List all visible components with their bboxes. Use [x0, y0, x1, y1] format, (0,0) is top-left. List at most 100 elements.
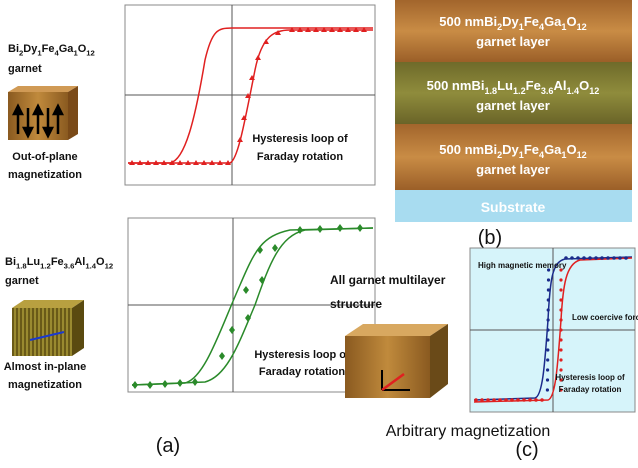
marker: [498, 398, 502, 402]
formula: Bi1.8Lu1.2Fe3.6Al1.4O12: [5, 256, 113, 270]
marker: [547, 278, 550, 281]
subscript: 12: [577, 22, 587, 32]
annotation: High magnetic memory: [478, 261, 567, 270]
marker: [576, 256, 580, 260]
marker: [559, 328, 562, 331]
caption: Arbitrary magnetization: [386, 423, 551, 440]
element: Fe: [51, 256, 64, 268]
thickness: 500 nm: [427, 78, 472, 93]
subscript: 1.8: [484, 86, 497, 96]
marker: [564, 256, 568, 260]
marker: [559, 358, 562, 361]
material: garnet: [8, 63, 42, 75]
marker: [600, 256, 604, 260]
element: O: [579, 78, 589, 93]
marker: [546, 378, 549, 381]
marker: [547, 288, 550, 291]
loop-label: Faraday rotation: [257, 151, 343, 163]
structure-label: All garnet multilayer: [330, 273, 446, 287]
orientation: magnetization: [8, 379, 82, 391]
marker: [474, 398, 478, 402]
marker: [504, 398, 508, 402]
material: garnet: [5, 275, 39, 287]
subscript: 12: [105, 261, 114, 270]
marker: [547, 298, 550, 301]
element: Fe: [526, 78, 541, 93]
marker: [546, 388, 549, 391]
panel-label: (c): [515, 439, 538, 461]
marker: [522, 398, 526, 402]
subscript: 3.6: [64, 261, 75, 270]
loop-label: Faraday rotation: [259, 366, 345, 378]
loop-label: Hysteresis loop of: [254, 349, 350, 361]
marker: [618, 256, 622, 260]
figure: Bi2Dy1Fe4Ga1O12 garnet Out-of-plane magn…: [0, 0, 638, 468]
block-multilayer: [345, 324, 448, 398]
thickness: 500 nm: [439, 142, 484, 157]
element: Al: [74, 256, 85, 268]
thickness: 500 nm: [439, 14, 484, 29]
marker: [559, 348, 562, 351]
panel-label: (a): [156, 435, 180, 457]
element: Dy: [502, 14, 519, 29]
marker: [559, 338, 562, 341]
subscript: 12: [86, 48, 95, 57]
element: Lu: [27, 256, 40, 268]
marker: [528, 398, 532, 402]
marker: [624, 256, 628, 260]
subscript: 1.4: [566, 86, 580, 96]
marker: [546, 348, 549, 351]
element: O: [566, 142, 576, 157]
marker: [559, 278, 562, 281]
structure-label: structure: [330, 297, 382, 311]
marker: [547, 318, 550, 321]
element: Fe: [42, 43, 55, 55]
marker: [480, 398, 484, 402]
marker: [492, 398, 496, 402]
marker: [546, 328, 549, 331]
marker: [588, 256, 592, 260]
loop-label: Hysteresis loop of: [252, 133, 348, 145]
orientation: magnetization: [8, 169, 82, 181]
marker: [516, 398, 520, 402]
layer-name: garnet layer: [476, 98, 550, 113]
element: Lu: [497, 78, 513, 93]
element: Bi: [471, 78, 484, 93]
layer-name: garnet layer: [476, 162, 550, 177]
element: Dy: [502, 142, 519, 157]
subscript: 1.2: [513, 86, 526, 96]
layer-name: garnet layer: [476, 34, 550, 49]
marker: [546, 338, 549, 341]
loop-label: Faraday rotation: [559, 385, 622, 394]
subscript: 12: [577, 150, 587, 160]
annotation: Low coercive force: [572, 313, 638, 322]
marker: [570, 256, 574, 260]
element: Fe: [524, 142, 539, 157]
substrate: Substrate: [481, 199, 546, 215]
marker: [559, 288, 562, 291]
block-out-of-plane: [8, 86, 78, 140]
orientation: Almost in-plane: [4, 361, 87, 373]
subscript: 1.2: [40, 261, 51, 270]
formula: Bi2Dy1Fe4Ga1O12: [8, 43, 95, 57]
element: Ga: [544, 14, 562, 29]
element: Bi: [484, 14, 497, 29]
subscript: 12: [589, 86, 599, 96]
block-in-plane: [12, 300, 84, 356]
marker: [559, 318, 562, 321]
element: Ga: [59, 43, 75, 55]
subscript: 1.8: [16, 261, 27, 270]
element: Fe: [524, 14, 539, 29]
marker: [582, 256, 586, 260]
panel-label: (b): [478, 227, 502, 249]
marker: [534, 398, 538, 402]
marker: [510, 398, 514, 402]
element: Al: [553, 78, 566, 93]
marker: [559, 368, 562, 371]
marker: [546, 368, 549, 371]
subscript: 3.6: [541, 86, 554, 96]
marker: [559, 308, 562, 311]
element: Bi: [484, 142, 497, 157]
element: Bi: [5, 256, 16, 268]
marker: [594, 256, 598, 260]
